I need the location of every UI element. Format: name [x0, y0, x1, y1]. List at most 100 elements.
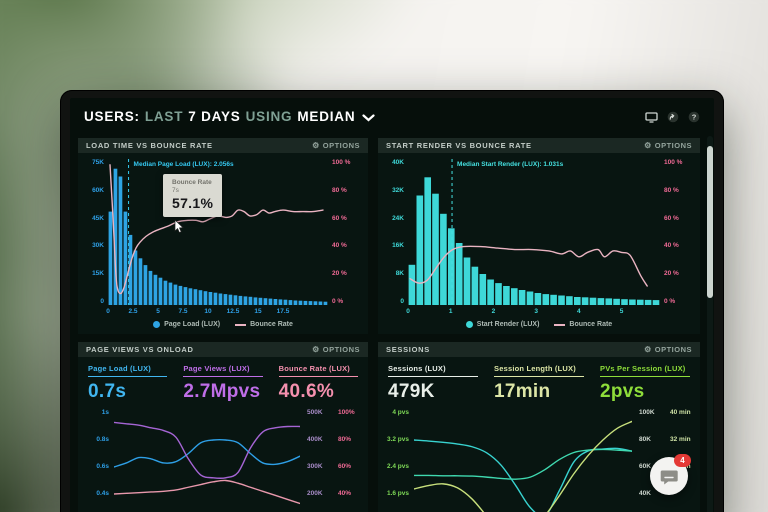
titlebar: USERS: LAST 7 DAYS USING MEDIAN ?: [70, 98, 714, 132]
title-last: LAST: [144, 109, 184, 124]
share-icon[interactable]: [667, 111, 679, 123]
axis-tick-row: 100K 40 min: [639, 409, 691, 416]
axis-tick: 12.5: [226, 308, 240, 315]
chat-bubble-icon: [660, 470, 678, 484]
panel-load-time: LOAD TIME VS BOUNCE RATE ⚙ OPTIONS 75K 60K…: [78, 138, 368, 334]
tooltip-value: 57.1%: [172, 194, 214, 211]
gear-icon: ⚙: [644, 344, 652, 354]
axis-tick: 4 pvs: [392, 409, 409, 416]
chevron-down-icon[interactable]: [362, 110, 376, 125]
x-axis: 0 2.5 5 7.5 10 12.5 15 17.5: [106, 305, 328, 317]
metric-row: Sessions (LUX) 479K Session Length (LUX)…: [378, 357, 700, 406]
page-title[interactable]: USERS: LAST 7 DAYS USING MEDIAN: [84, 109, 380, 125]
axis-tick: 16K: [392, 242, 404, 250]
metric-row: Page Load (LUX) 0.7s Page Views (LUX) 2.…: [78, 357, 368, 406]
title-range: 7 DAYS: [188, 109, 241, 124]
chart-legend: Start Render (LUX) Bounce Rate: [382, 317, 696, 332]
series-line-icon: [554, 323, 566, 326]
axis-tick-row: 200K 40%: [307, 490, 352, 497]
metric-session-length: Session Length (LUX) 17min: [494, 364, 584, 403]
axis-tick: 0.4s: [96, 490, 109, 497]
metric-page-load: Page Load (LUX) 0.7s: [88, 364, 168, 403]
options-button[interactable]: ⚙ OPTIONS: [312, 344, 360, 354]
axis-tick: 0 %: [332, 297, 344, 305]
panel-title: LOAD TIME VS BOUNCE RATE: [86, 141, 213, 150]
load-time-chart: 75K 60K 45K 30K 15K 0 Bounce Rate 7s 57.1% Me…: [78, 153, 368, 334]
axis-tick: 7.5: [178, 308, 188, 315]
axis-tick-row: 300K 60%: [307, 463, 352, 470]
gear-icon: ⚙: [312, 140, 320, 150]
axis-tick: 3.2 pvs: [386, 436, 409, 443]
options-button[interactable]: ⚙ OPTIONS: [644, 140, 692, 150]
axis-tick: 0: [400, 297, 404, 305]
sessions-chart: 4 pvs 3.2 pvs 2.4 pvs 1.6 pvs 100K 40 min 80K…: [378, 406, 700, 512]
dashboard-screen: USERS: LAST 7 DAYS USING MEDIAN ? LOAD TIME …: [70, 98, 714, 512]
chart-plot[interactable]: [114, 409, 300, 512]
series-line-icon: [235, 323, 247, 326]
axis-tick: 0 %: [664, 297, 676, 305]
axis-tick: 1.6 pvs: [386, 490, 409, 497]
scrollbar-thumb[interactable]: [707, 146, 713, 298]
options-button[interactable]: ⚙ OPTIONS: [644, 344, 692, 354]
axis-tick: 1: [448, 308, 453, 315]
panel-start-render: START RENDER VS BOUNCE RATE ⚙ OPTIONS 40K…: [378, 138, 700, 334]
axis-tick: 2.4 pvs: [386, 463, 409, 470]
gear-icon: ⚙: [312, 344, 320, 354]
title-users: USERS:: [84, 109, 140, 124]
page-views-chart: 1s 0.8s 0.6s 0.4s 500K 100% 400K 80% 300K 60% 200…: [78, 406, 368, 512]
y-axis-left: 75K 60K 45K 30K 15K 0: [82, 159, 108, 305]
axis-tick-row: 500K 100%: [307, 409, 355, 416]
legend-start-render[interactable]: Start Render (LUX): [465, 321, 539, 328]
axis-tick-row: 40K: [639, 490, 651, 497]
display-icon[interactable]: [645, 111, 658, 123]
series-dot-icon: [465, 321, 473, 328]
legend-bounce-rate[interactable]: Bounce Rate: [554, 321, 612, 328]
axis-tick: 0: [100, 297, 104, 305]
chat-widget-button[interactable]: 4: [650, 454, 691, 495]
start-render-chart: 40K 32K 24K 16K 8K 0 Median Start Render (LUX…: [378, 153, 700, 334]
panel-title: START RENDER VS BOUNCE RATE: [386, 141, 532, 150]
axis-tick: 5: [156, 308, 160, 315]
x-axis: 0 1 2 3 4 5: [406, 305, 660, 317]
axis-tick: 15: [254, 308, 262, 315]
axis-tick-row: 80K 32 min: [639, 436, 691, 443]
legend-bounce-rate[interactable]: Bounce Rate: [235, 321, 293, 328]
metric-bounce-rate: Bounce Rate (LUX) 40.6%: [278, 364, 358, 403]
axis-tick: 8K: [395, 270, 404, 278]
title-using: USING: [245, 109, 293, 124]
axis-tick: 4: [577, 308, 581, 315]
legend-page-load[interactable]: Page Load (LUX): [153, 321, 220, 328]
axis-tick: 0: [406, 308, 410, 315]
axis-tick-row: 400K 80%: [307, 436, 352, 443]
axis-tick: 40K: [392, 159, 404, 166]
y-axis-left: 4 pvs 3.2 pvs 2.4 pvs 1.6 pvs: [382, 409, 414, 497]
hover-tooltip: Bounce Rate 7s 57.1%: [163, 173, 223, 217]
y-axis-right: 500K 100% 400K 80% 300K 60% 200K 40%: [300, 409, 364, 497]
chart-legend: Page Load (LUX) Bounce Rate: [82, 317, 364, 332]
series-dot-icon: [153, 321, 161, 328]
axis-tick: 20 %: [332, 270, 347, 278]
metric-sessions: Sessions (LUX) 479K: [388, 364, 478, 403]
axis-tick: 0: [106, 308, 110, 315]
gear-icon: ⚙: [644, 140, 652, 150]
axis-tick: 2.5: [128, 308, 138, 315]
y-axis-left: 1s 0.8s 0.6s 0.4s: [82, 409, 114, 497]
panel-load-time-header: LOAD TIME VS BOUNCE RATE ⚙ OPTIONS: [78, 138, 368, 153]
chart-plot[interactable]: Median Start Render (LUX): 1.031s: [408, 159, 660, 305]
options-button[interactable]: ⚙ OPTIONS: [312, 140, 360, 150]
axis-tick: 0.8s: [96, 436, 109, 443]
chart-plot[interactable]: Bounce Rate 7s 57.1% Median Page Load (L…: [108, 159, 328, 305]
tooltip-title: Bounce Rate: [172, 178, 212, 186]
laptop-bezel: USERS: LAST 7 DAYS USING MEDIAN ? LOAD TIME …: [60, 90, 724, 512]
scrollbar-track: [707, 136, 713, 512]
help-icon[interactable]: ?: [688, 111, 700, 123]
notification-badge: 4: [674, 454, 691, 467]
panel-title: PAGE VIEWS VS ONLOAD: [86, 345, 194, 354]
chart-plot[interactable]: [414, 409, 632, 512]
header-icons: ?: [645, 111, 700, 123]
metric-page-views: Page Views (LUX) 2.7Mpvs: [183, 364, 263, 403]
y-axis-right: 100 % 80 % 60 % 40 % 20 % 0 %: [328, 159, 364, 305]
axis-tick: 100 %: [332, 159, 351, 166]
dashboard-grid: LOAD TIME VS BOUNCE RATE ⚙ OPTIONS 75K 60K…: [78, 138, 700, 512]
